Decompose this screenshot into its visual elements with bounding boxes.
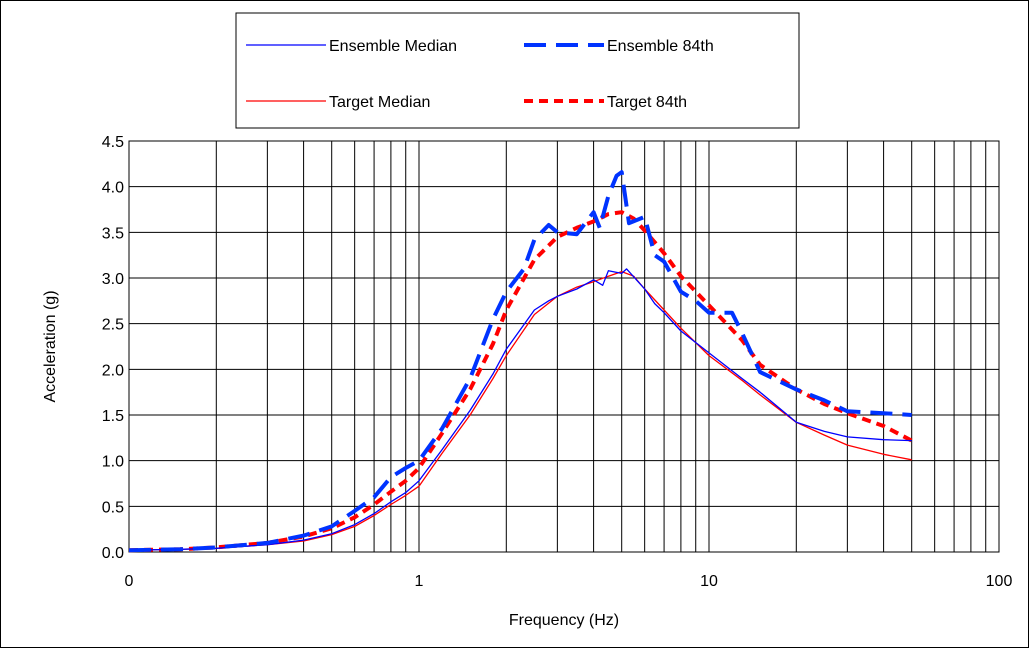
x-tick-label: 0 <box>125 573 134 590</box>
y-tick-label: 0.0 <box>102 545 124 562</box>
series-line-ensemble-84th <box>128 170 912 553</box>
gridlines <box>129 140 999 553</box>
x-tick-label: 1 <box>415 573 424 590</box>
y-tick-label: 2.5 <box>102 317 124 334</box>
y-tick-label: 3.0 <box>102 271 124 288</box>
tick-labels: 0.0 0.5 1.0 1.5 2.0 2.5 3.0 3.5 4.0 4.5 0 1 10 100 <box>102 134 1013 590</box>
plot-area <box>128 140 1000 553</box>
y-tick-label: 2.0 <box>102 362 124 379</box>
x-axis-title: Frequency (Hz) <box>509 612 619 629</box>
series-line-ensemble-median <box>128 268 912 551</box>
y-tick-label: 0.5 <box>102 499 124 516</box>
legend-label: Target Median <box>329 94 430 111</box>
y-axis-title: Acceleration (g) <box>42 290 59 402</box>
y-tick-label: 4.5 <box>102 134 124 151</box>
series-line-target-median <box>128 270 912 551</box>
legend-label: Ensemble Median <box>329 38 457 55</box>
legend-items: Ensemble Median Ensemble 84th Target Media… <box>246 38 714 111</box>
y-tick-label: 1.0 <box>102 454 124 471</box>
y-tick-label: 3.5 <box>102 225 124 242</box>
legend-label: Target 84th <box>607 94 687 111</box>
legend: Ensemble Median Ensemble 84th Target Media… <box>235 12 800 129</box>
x-tick-label: 100 <box>986 573 1013 590</box>
legend-box <box>235 12 800 129</box>
x-tick-label: 10 <box>700 573 718 590</box>
series-line-target-84th <box>128 210 913 553</box>
series-group <box>128 170 913 553</box>
y-tick-label: 1.5 <box>102 408 124 425</box>
y-tick-label: 4.0 <box>102 180 124 197</box>
legend-label: Ensemble 84th <box>607 38 714 55</box>
